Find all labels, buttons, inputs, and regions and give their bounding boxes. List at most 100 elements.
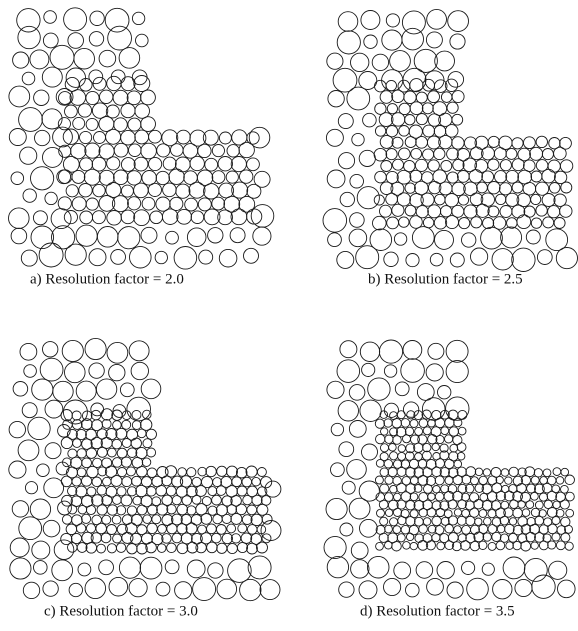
particle [77, 449, 86, 458]
particle [247, 158, 260, 171]
particle [45, 400, 63, 418]
particle [565, 542, 573, 550]
particle [130, 246, 152, 268]
particle [86, 91, 99, 104]
particle [496, 194, 506, 204]
particle [513, 541, 521, 549]
particle [199, 250, 213, 264]
particle [481, 227, 503, 249]
particle [364, 35, 377, 48]
particle [430, 253, 443, 266]
particle [340, 523, 353, 536]
particle [19, 108, 43, 132]
particle [34, 561, 48, 575]
particle [458, 195, 468, 205]
particle [227, 524, 236, 533]
particle [107, 211, 122, 226]
particle [531, 476, 539, 484]
particle [475, 468, 483, 476]
particle [72, 197, 86, 211]
particle [339, 582, 354, 597]
particle [227, 543, 237, 553]
particle [20, 147, 37, 164]
particle [236, 467, 247, 478]
particle [137, 505, 147, 515]
particle [517, 215, 531, 229]
particle [149, 130, 162, 143]
particle [217, 466, 227, 476]
particle [399, 217, 409, 227]
particle [121, 158, 135, 172]
particle [142, 458, 151, 467]
particle [476, 204, 489, 217]
particle [216, 486, 226, 496]
particle [247, 209, 262, 224]
particle [435, 476, 444, 485]
particle [116, 543, 125, 552]
particle [461, 541, 471, 551]
particle [387, 217, 399, 229]
particle [118, 227, 140, 249]
particle [422, 103, 433, 114]
particle [19, 517, 42, 540]
particle [53, 381, 73, 401]
particle [208, 563, 223, 578]
particle [109, 364, 125, 380]
particle [80, 131, 92, 143]
particle [131, 514, 142, 525]
particle [208, 228, 223, 243]
particle [117, 448, 127, 458]
particle [426, 32, 442, 48]
particle [121, 77, 135, 91]
particle [117, 468, 126, 477]
particle [484, 518, 492, 526]
particle [549, 561, 567, 579]
particle [121, 495, 132, 506]
particle [423, 427, 431, 435]
particle [127, 487, 136, 496]
panel-a [8, 8, 273, 269]
particle [212, 145, 224, 157]
particle [22, 72, 35, 85]
particle [127, 91, 141, 105]
particle [204, 184, 219, 199]
particle [556, 541, 565, 550]
particle [247, 525, 257, 535]
particle [509, 467, 518, 476]
particle [356, 246, 379, 269]
particle [257, 468, 266, 477]
particle [187, 228, 206, 247]
particle [108, 26, 132, 50]
particle [212, 171, 225, 184]
particle [494, 148, 506, 160]
particle [446, 216, 459, 229]
particle [230, 228, 245, 243]
particle [432, 534, 440, 542]
particle [403, 341, 422, 360]
particle [512, 182, 523, 193]
particle [198, 144, 211, 157]
particle [547, 508, 557, 518]
particle [448, 11, 469, 32]
particle [389, 444, 397, 452]
particle [82, 476, 92, 486]
particle [566, 509, 574, 517]
particle [42, 67, 62, 87]
particle [452, 114, 463, 125]
particle [252, 477, 261, 486]
particle [539, 493, 547, 501]
particle [469, 170, 482, 183]
particle [113, 90, 128, 105]
particle [386, 149, 397, 160]
particle [526, 501, 534, 509]
particle [99, 50, 116, 67]
particle [21, 250, 37, 266]
particle [386, 14, 399, 27]
particle [454, 460, 462, 468]
particle [518, 501, 525, 508]
particle [66, 185, 78, 197]
particle [392, 419, 401, 428]
particle [13, 52, 29, 68]
particle [121, 104, 135, 118]
particle [218, 157, 232, 171]
